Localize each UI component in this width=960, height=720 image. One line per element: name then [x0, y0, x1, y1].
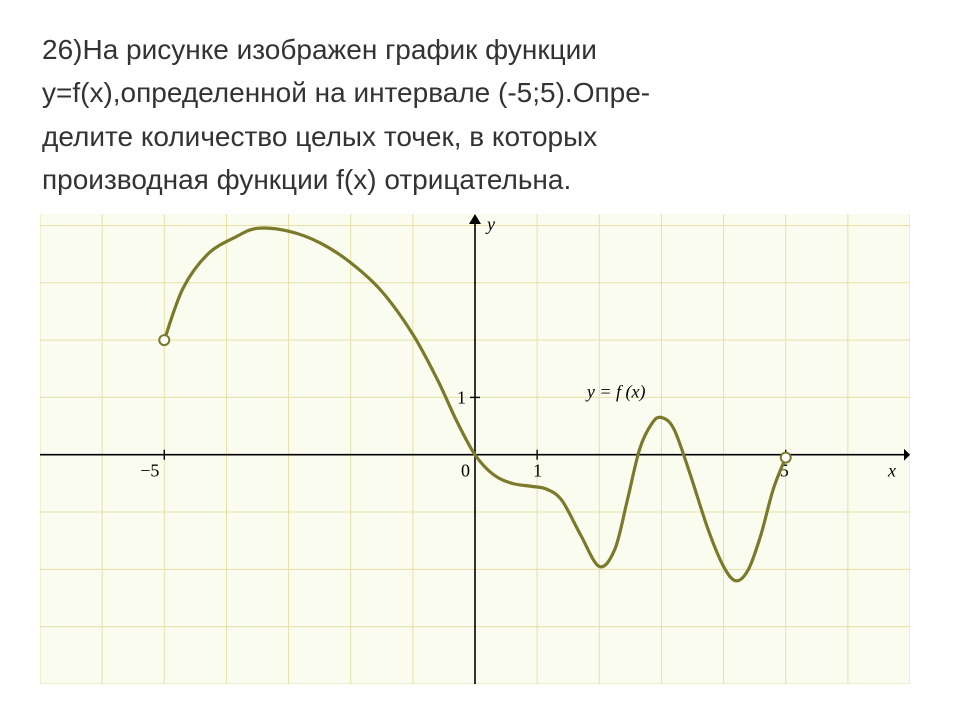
problem-line3: делите количество целых точек, в которых	[42, 121, 597, 152]
problem-number: 26)	[42, 34, 82, 65]
problem-text: 26)На рисунке изображен график функции y…	[0, 0, 960, 214]
function-graph: 011−55xyy = f (x)	[40, 214, 910, 684]
one-y-label: 1	[457, 387, 466, 407]
x-axis-label: x	[887, 460, 896, 480]
open-endpoint	[159, 335, 169, 345]
neg5-label: −5	[140, 460, 159, 480]
problem-line4: производная функции f(x) отрицательна.	[42, 164, 571, 195]
open-endpoint	[781, 452, 791, 462]
one-x-label: 1	[533, 460, 542, 480]
problem-line1: На рисунке изображен график функции	[82, 34, 596, 65]
problem-line2: y=f(x),определенной на интервале (-5;5).…	[42, 77, 650, 108]
fn-label: y = f (x)	[585, 381, 646, 402]
chart-container: 011−55xyy = f (x)	[0, 214, 960, 684]
origin-label: 0	[461, 460, 470, 480]
y-axis-label: y	[485, 214, 495, 234]
